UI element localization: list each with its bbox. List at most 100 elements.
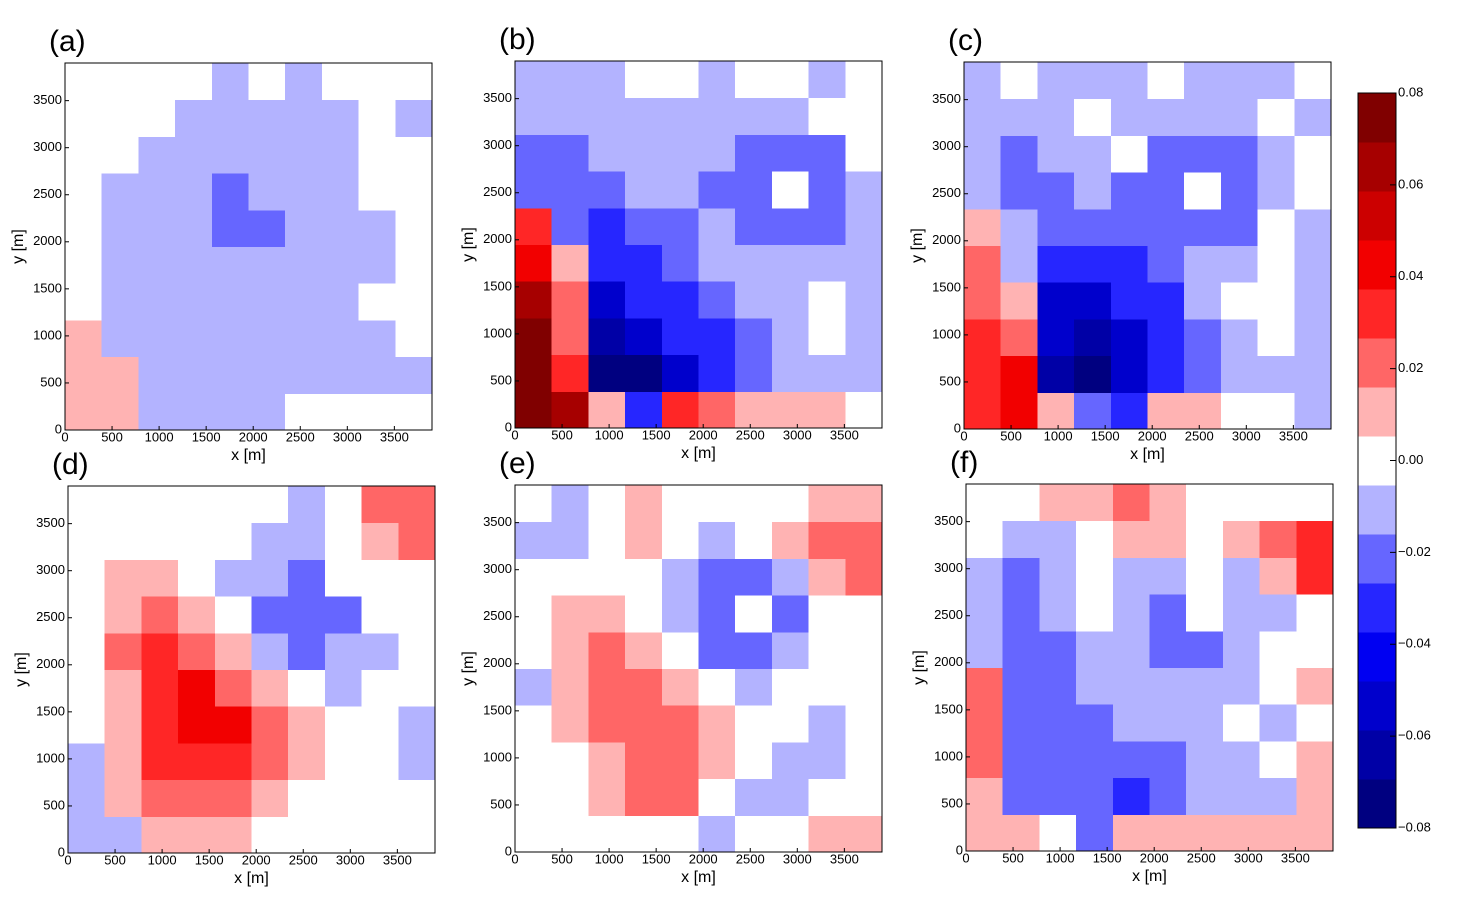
cell	[251, 742, 289, 781]
cell	[964, 62, 1002, 100]
y-tick-label: 1000	[932, 326, 961, 341]
cell	[845, 778, 883, 816]
cell	[178, 742, 216, 781]
cell	[1149, 594, 1187, 632]
cell	[698, 778, 736, 816]
panel-label: (f)	[950, 446, 978, 479]
cell	[1000, 318, 1038, 357]
cell	[808, 354, 846, 392]
cell	[1186, 667, 1224, 705]
cell	[588, 595, 626, 633]
cell	[808, 244, 846, 282]
cell	[214, 632, 252, 670]
colorbar-bin	[1358, 730, 1396, 780]
y-tick-label: 0	[954, 420, 961, 435]
cell	[288, 779, 326, 817]
panel-label: (a)	[49, 25, 86, 58]
cell	[1294, 62, 1332, 100]
cell	[68, 816, 106, 854]
cell	[178, 522, 216, 560]
y-axis-label: y [m]	[460, 651, 477, 686]
cell	[698, 521, 736, 559]
cell	[625, 778, 663, 816]
y-tick-label: 3500	[33, 92, 62, 107]
cell	[178, 559, 216, 597]
cell	[771, 558, 810, 596]
x-axis-label: x [m]	[681, 445, 716, 462]
cell	[358, 283, 396, 321]
cell	[698, 815, 736, 853]
cell	[1296, 740, 1334, 779]
cell	[65, 173, 103, 211]
cell	[285, 136, 323, 174]
cell	[248, 393, 286, 431]
x-tick-label: 2500	[736, 851, 765, 866]
cell	[1112, 814, 1150, 852]
cell	[285, 99, 323, 137]
x-tick-label: 500	[551, 851, 573, 866]
cell	[1147, 245, 1185, 283]
cell	[324, 632, 363, 670]
x-tick-label: 1500	[192, 429, 221, 444]
cell	[735, 521, 773, 559]
cell	[966, 704, 1004, 742]
cell	[698, 134, 736, 172]
cell	[661, 61, 699, 99]
cell	[698, 207, 736, 245]
y-tick-label: 2500	[33, 186, 62, 201]
cell	[1222, 484, 1261, 522]
cell	[515, 485, 553, 523]
cell	[101, 173, 139, 211]
cell	[551, 485, 589, 523]
cell	[324, 779, 363, 817]
cell	[845, 354, 883, 392]
colorbar-tick-label: 0.00	[1398, 452, 1423, 467]
cell	[735, 97, 773, 135]
x-tick-label: 2000	[239, 429, 268, 444]
cell	[625, 354, 663, 392]
cell	[248, 356, 286, 394]
cell	[1184, 245, 1222, 283]
cell	[735, 61, 773, 99]
cell	[588, 485, 626, 523]
cell	[175, 393, 213, 431]
cell	[68, 522, 106, 560]
colorbar-bin	[1358, 387, 1396, 437]
cell	[1294, 282, 1332, 320]
cell	[845, 521, 883, 559]
x-tick-label: 3500	[380, 429, 409, 444]
x-tick-label: 1500	[642, 427, 671, 442]
cell	[966, 777, 1004, 815]
cell	[248, 319, 286, 358]
cell	[358, 136, 396, 174]
cell	[661, 778, 699, 816]
cell	[1002, 484, 1040, 522]
cell	[661, 521, 699, 559]
cell	[661, 207, 699, 245]
cell	[845, 61, 883, 99]
cell	[211, 99, 249, 137]
y-axis-label: y [m]	[909, 228, 926, 263]
axes-frame	[514, 60, 883, 429]
y-tick-label: 0	[505, 843, 512, 858]
cell	[735, 317, 773, 356]
cell	[138, 209, 176, 247]
x-tick-label: 3000	[1234, 850, 1263, 865]
cell	[68, 669, 106, 707]
cell	[1294, 355, 1332, 393]
x-tick-label: 3000	[783, 851, 812, 866]
cell	[1259, 630, 1297, 668]
y-tick-label: 1000	[33, 327, 62, 342]
cell	[551, 778, 589, 816]
cell	[661, 705, 699, 743]
cell	[1037, 208, 1075, 246]
cell	[551, 391, 589, 429]
x-axis-label: x [m]	[231, 447, 266, 464]
cell	[141, 522, 179, 560]
colorbar-tick-label: −0.04	[1398, 636, 1431, 651]
cell	[551, 207, 589, 245]
cell	[398, 779, 436, 817]
cell	[65, 136, 103, 174]
cell	[138, 136, 176, 174]
cell	[1257, 355, 1295, 393]
